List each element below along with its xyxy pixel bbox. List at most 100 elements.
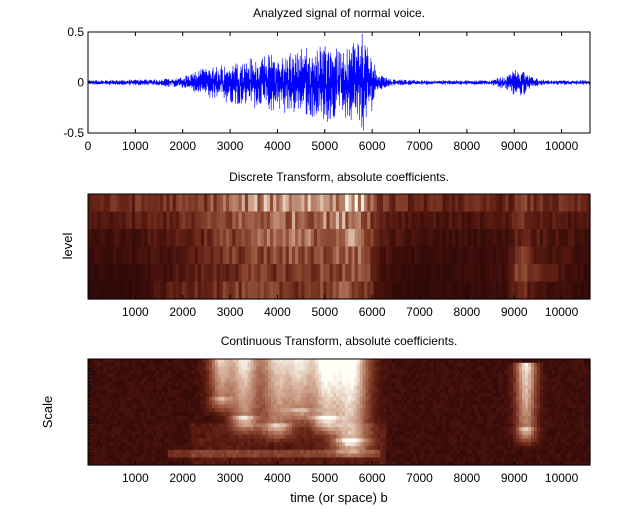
continuous-cell	[536, 385, 541, 390]
discrete-cell	[298, 281, 302, 300]
continuous-cell	[371, 419, 376, 424]
continuous-cell	[539, 408, 544, 413]
continuous-cell	[141, 430, 145, 436]
continuous-cell	[102, 366, 107, 371]
continuous-cell	[220, 396, 225, 402]
continuous-cell	[569, 408, 573, 413]
continuous-cell	[105, 434, 110, 440]
continuous-cell	[368, 434, 373, 440]
discrete-cell	[200, 229, 205, 248]
continuous-cell	[271, 377, 275, 383]
continuous-cell	[525, 366, 529, 371]
discrete-cell	[473, 246, 478, 265]
continuous-cell	[436, 419, 440, 424]
continuous-cell	[158, 408, 163, 413]
discrete-cell	[323, 281, 328, 300]
continuous-cell	[336, 381, 340, 387]
continuous-cell	[418, 438, 423, 443]
continuous-cell	[439, 419, 443, 424]
continuous-cell	[536, 412, 541, 417]
discrete-cell	[204, 194, 208, 213]
continuous-cell	[489, 412, 494, 417]
continuous-cell	[126, 381, 130, 387]
discrete-cell	[329, 229, 334, 248]
discrete-cell	[266, 281, 271, 300]
continuous-cell	[386, 370, 390, 375]
continuous-cell	[377, 438, 381, 443]
continuous-cell	[161, 366, 166, 371]
continuous-cell	[539, 374, 544, 379]
continuous-cell	[569, 430, 573, 436]
continuous-cell	[250, 389, 254, 394]
continuous-cell	[300, 412, 305, 417]
continuous-cell	[176, 359, 181, 364]
continuous-cell	[554, 404, 559, 409]
continuous-cell	[194, 408, 198, 413]
continuous-cell	[504, 408, 508, 413]
continuous-cell	[318, 389, 322, 394]
discrete-cell	[251, 211, 255, 230]
continuous-cell	[356, 359, 361, 364]
discrete-cell	[122, 194, 127, 213]
continuous-cell	[457, 362, 461, 368]
continuous-cell	[209, 423, 213, 428]
continuous-cell	[418, 396, 423, 402]
discrete-cell	[546, 194, 550, 213]
continuous-cell	[176, 385, 181, 390]
continuous-cell	[362, 381, 367, 387]
continuous-cell	[365, 389, 370, 394]
continuous-cell	[105, 412, 110, 417]
continuous-cell	[321, 385, 325, 390]
continuous-cell	[235, 430, 240, 436]
continuous-cell	[268, 415, 272, 421]
continuous-cell	[212, 404, 216, 409]
continuous-cell	[542, 389, 547, 394]
continuous-cell	[533, 370, 538, 375]
discrete-cell	[558, 229, 563, 248]
continuous-cell	[415, 415, 420, 421]
discrete-cell	[109, 194, 114, 213]
continuous-cell	[309, 438, 314, 443]
discrete-cell	[586, 264, 591, 283]
continuous-cell	[203, 359, 207, 364]
continuous-cell	[235, 404, 240, 409]
continuous-cell	[415, 385, 420, 390]
continuous-cell	[356, 415, 361, 421]
discrete-cell	[285, 281, 290, 300]
continuous-cell	[527, 362, 532, 368]
continuous-cell	[463, 408, 467, 413]
continuous-cell	[217, 423, 222, 428]
continuous-cell	[495, 430, 500, 436]
discrete-cell	[439, 229, 444, 248]
continuous-cell	[486, 366, 491, 371]
continuous-cell	[418, 404, 423, 409]
discrete-cell	[291, 211, 296, 230]
continuous-cell	[424, 423, 429, 428]
continuous-cell	[392, 385, 396, 390]
continuous-cell	[578, 374, 582, 379]
continuous-cell	[584, 408, 588, 413]
discrete-cell	[564, 194, 569, 213]
discrete-cell	[414, 264, 419, 283]
discrete-cell	[517, 229, 522, 248]
continuous-cell	[123, 374, 127, 379]
continuous-cell	[551, 393, 556, 398]
continuous-cell	[389, 377, 393, 383]
continuous-cell	[164, 408, 169, 413]
continuous-cell	[353, 400, 358, 406]
continuous-cell	[188, 377, 192, 383]
continuous-cell	[389, 400, 393, 406]
continuous-cell	[330, 393, 334, 398]
continuous-cell	[288, 377, 293, 383]
continuous-cell	[519, 427, 523, 432]
discrete-cell	[213, 194, 218, 213]
continuous-cell	[445, 393, 449, 398]
continuous-cell	[170, 427, 175, 432]
continuous-cell	[188, 359, 192, 364]
continuous-cell	[90, 419, 95, 424]
continuous-cell	[374, 430, 378, 436]
continuous-cell	[188, 370, 192, 375]
discrete-cell	[458, 246, 462, 265]
discrete-cell	[128, 229, 133, 248]
continuous-cell	[477, 423, 482, 428]
